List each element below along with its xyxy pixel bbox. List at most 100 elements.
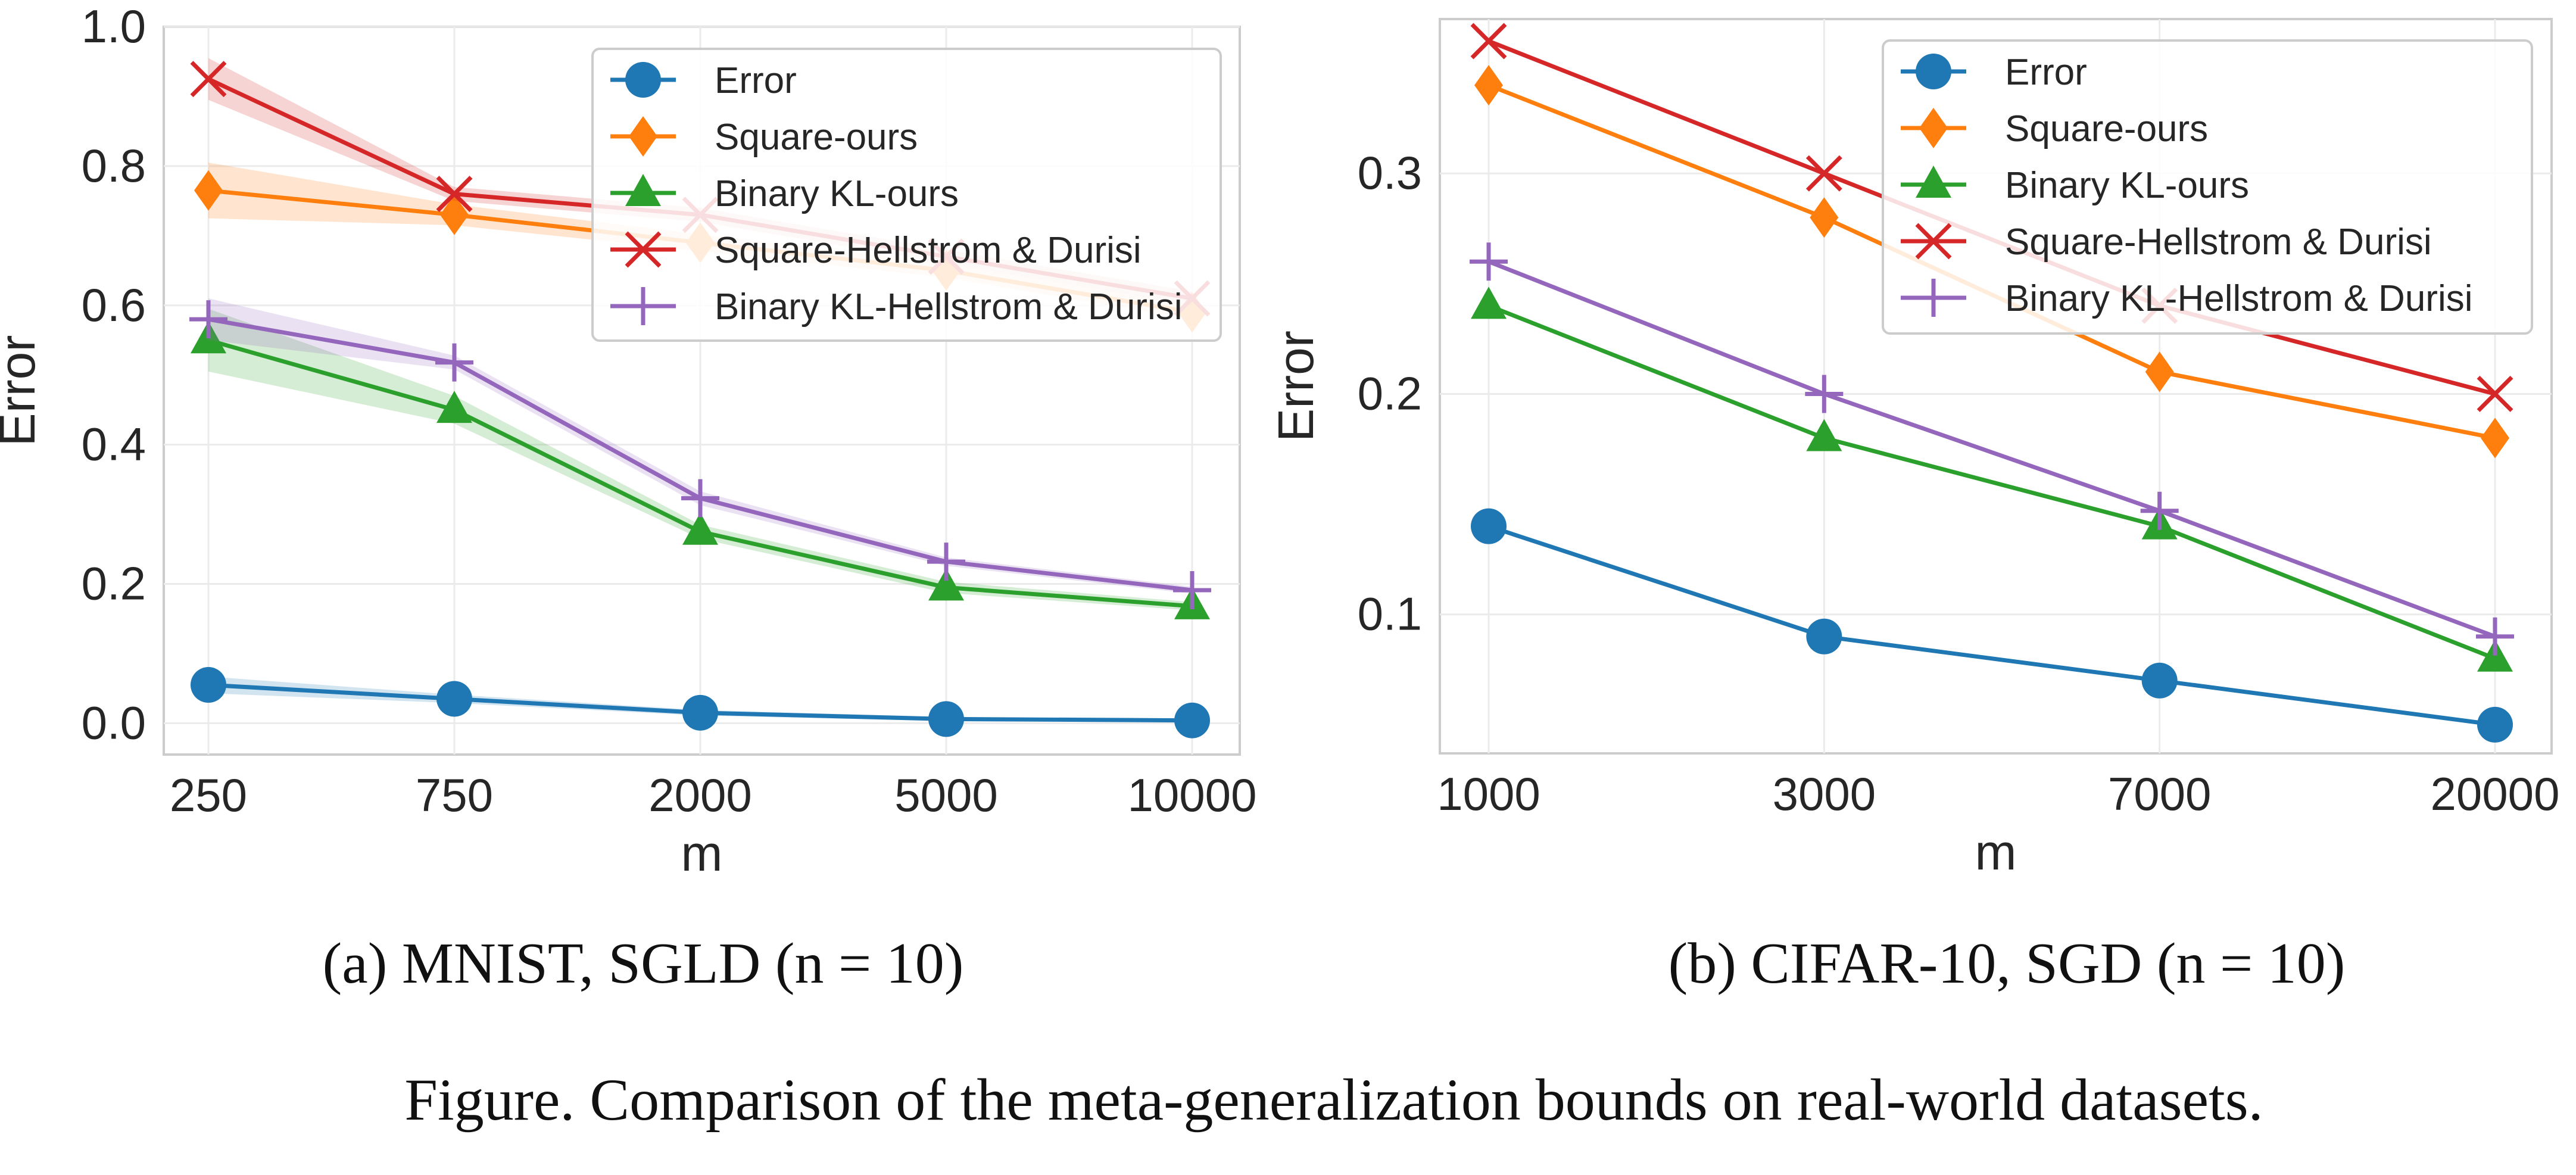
legend: Error Square-ours Binary KL-ours Square-Hel… <box>591 48 1222 342</box>
data-point <box>1810 197 1839 238</box>
y-tick-label: 0.1 <box>1358 588 1422 640</box>
legend-item: Square-Hellstrom & Durisi <box>1901 222 2432 263</box>
legend-marker <box>625 62 661 98</box>
legend: Error Square-ours Binary KL-ours Square-Hel… <box>1882 39 2533 335</box>
legend-label: Binary KL-ours <box>715 173 959 214</box>
legend-marker <box>1916 54 1951 89</box>
data-point <box>189 300 227 339</box>
data-point <box>927 543 965 581</box>
confidence-band <box>208 298 1192 594</box>
series-binary-kl-ours <box>191 308 1210 619</box>
data-point <box>1805 155 1842 192</box>
legend-item: Binary KL-Hellstrom & Durisi <box>1901 278 2473 319</box>
legend-label: Binary KL-ours <box>2005 165 2249 206</box>
legend-item: Binary KL-Hellstrom & Durisi <box>610 286 1183 328</box>
legend-label: Binary KL-Hellstrom & Durisi <box>2005 278 2473 319</box>
chart-cifar10-sgd: 0.1 0.2 0.3 1000 3000 7000 20000 m Error Error Squ… <box>1268 18 2560 880</box>
data-point <box>190 61 227 98</box>
legend-item: Binary KL-ours <box>610 173 959 214</box>
series-error <box>1471 508 2513 743</box>
subfigure-caption-b: (b) CIFAR-10, SGD (n = 10) <box>1669 931 2346 996</box>
data-point <box>1470 242 1508 281</box>
legend-label: Square-Hellstrom & Durisi <box>715 230 1142 271</box>
legend-marker <box>625 231 662 268</box>
data-point <box>440 194 469 235</box>
series-binary-kl-hellstrom-durisi <box>1470 242 2514 656</box>
legend-item: Square-ours <box>610 116 918 158</box>
figure-caption: Figure. Comparison of the meta-generaliz… <box>404 1067 2263 1133</box>
y-tick-label: 0.2 <box>1358 367 1422 419</box>
data-point <box>191 667 226 703</box>
legend-marker <box>1915 223 1952 260</box>
x-tick-label: 250 <box>170 769 247 821</box>
legend-box <box>591 48 1222 342</box>
data-point <box>1806 618 1842 654</box>
y-axis-label: Error <box>1268 331 1324 442</box>
x-tick-label: 2000 <box>648 769 752 821</box>
legend-item: Error <box>1901 52 2087 93</box>
data-point <box>928 701 964 737</box>
y-tick-label: 1.0 <box>82 0 146 52</box>
legend-marker <box>625 174 661 206</box>
x-tick-label: 5000 <box>894 769 998 821</box>
series-binary-kl-ours <box>1471 286 2513 672</box>
data-point <box>1471 286 1507 319</box>
data-point <box>1470 23 1507 60</box>
legend-item: Square-ours <box>1901 108 2208 149</box>
y-tick-label: 0.8 <box>82 139 146 192</box>
data-point <box>681 479 719 518</box>
data-point <box>2141 662 2178 699</box>
x-tick-label: 750 <box>416 769 493 821</box>
data-point <box>928 568 964 601</box>
data-point <box>2145 351 2174 392</box>
data-point <box>2477 706 2513 743</box>
series-line <box>1487 524 2496 727</box>
data-point <box>1805 375 1844 413</box>
y-tick-label: 0.3 <box>1358 147 1422 199</box>
data-point <box>436 681 472 717</box>
x-axis-label: m <box>681 825 723 881</box>
data-point <box>682 694 718 731</box>
y-tick-label: 0.6 <box>82 279 146 331</box>
legend-item: Binary KL-ours <box>1901 165 2249 206</box>
y-tick-label: 0.4 <box>82 418 146 470</box>
data-point <box>194 170 223 211</box>
legend-item: Error <box>610 60 797 101</box>
data-point <box>2476 617 2514 656</box>
subfigure-caption-a: (a) MNIST, SGLD (n = 10) <box>323 931 964 996</box>
data-point <box>1173 571 1211 610</box>
x-tick-label: 10000 <box>1128 769 1257 821</box>
x-tick-label: 20000 <box>2431 768 2560 820</box>
series-line <box>1487 304 2496 661</box>
x-tick-label: 3000 <box>1773 768 1876 820</box>
data-point <box>1474 65 1503 106</box>
legend-item: Square-Hellstrom & Durisi <box>610 230 1142 271</box>
legend-marker <box>1919 108 1948 148</box>
legend-marker <box>1916 166 1951 198</box>
data-point <box>436 176 473 213</box>
legend-label: Square-ours <box>715 117 918 158</box>
legend-marker <box>1914 279 1953 317</box>
series-error <box>191 667 1210 738</box>
data-point <box>2140 491 2179 530</box>
data-point <box>1806 419 1842 451</box>
data-point <box>682 512 718 545</box>
legend-marker <box>629 116 657 157</box>
series-line <box>1487 260 2496 639</box>
data-point <box>2477 375 2513 412</box>
legend-marker <box>624 287 662 325</box>
legend-label: Error <box>2005 52 2087 93</box>
legend-label: Error <box>715 60 797 101</box>
data-point <box>2481 417 2509 459</box>
data-point <box>436 391 472 423</box>
chart-mnist-sgld: 0.0 0.2 0.4 0.6 0.8 1.0 250 750 2000 5000 10000 m Er… <box>0 0 1256 881</box>
y-axis-label: Error <box>0 335 45 447</box>
y-tick-label: 0.2 <box>82 557 146 610</box>
legend-label: Square-Hellstrom & Durisi <box>2005 222 2432 263</box>
legend-label: Binary KL-Hellstrom & Durisi <box>715 286 1183 328</box>
data-point <box>435 343 473 382</box>
x-tick-label: 7000 <box>2108 768 2212 820</box>
x-tick-label: 1000 <box>1437 768 1540 820</box>
data-point <box>1471 508 1507 544</box>
x-axis-label: m <box>1975 824 2017 880</box>
